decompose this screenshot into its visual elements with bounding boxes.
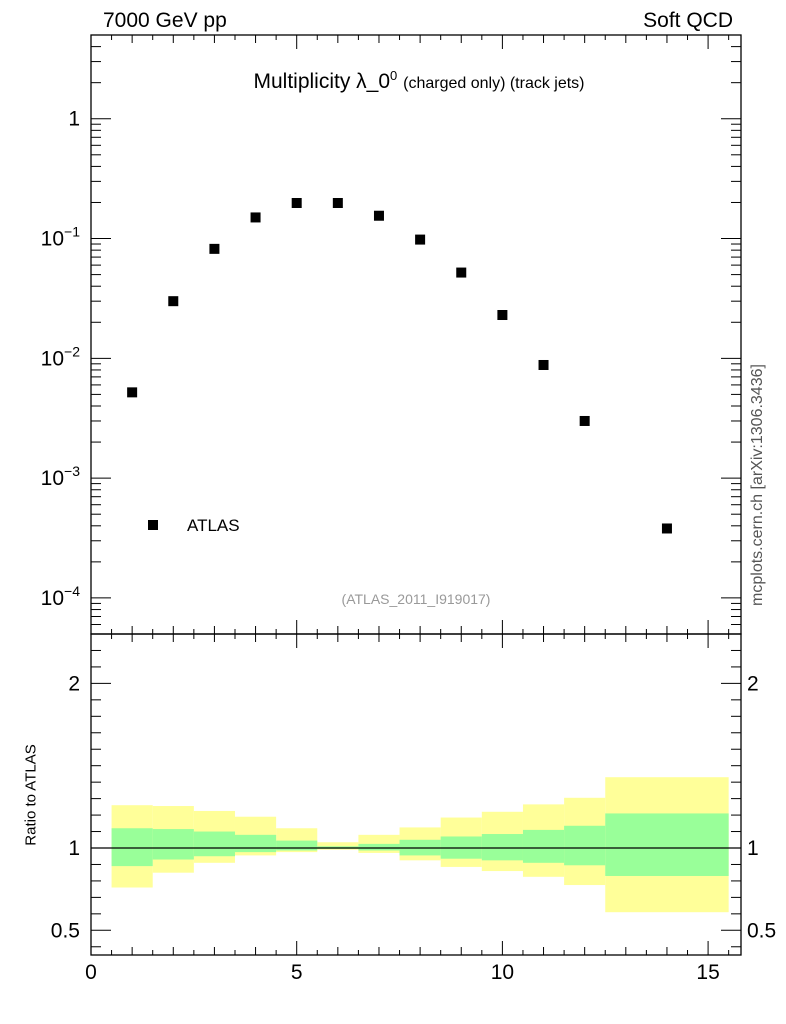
ratio-y-tick-label-right: 2: [747, 672, 759, 695]
data-point-atlas: [332, 197, 343, 208]
ratio-y-tick-label-left: 0.5: [51, 919, 80, 942]
main-y-tick-label: 10−3: [41, 463, 81, 490]
data-point-atlas: [250, 212, 261, 223]
x-tick-label: 15: [696, 961, 719, 984]
ratio-y-tick-label-left: 2: [68, 672, 80, 695]
data-point-atlas: [538, 359, 549, 370]
data-point-atlas: [415, 234, 426, 245]
main-y-tick-label: 10−2: [41, 343, 81, 370]
data-point-atlas: [579, 415, 590, 426]
data-point-atlas: [168, 296, 179, 307]
main-y-tick-label: 1: [68, 108, 80, 131]
ratio-band-stat-bin: [276, 840, 318, 851]
data-point-atlas: [497, 310, 508, 321]
main-y-tick-label: 10−4: [41, 583, 81, 610]
ratio-band-stat-bin: [481, 834, 523, 861]
main-plot-frame: [90, 34, 742, 635]
ratio-y-tick-label-right: 0.5: [747, 919, 776, 942]
ratio-plot-frame: [90, 633, 742, 956]
data-point-atlas: [127, 387, 138, 398]
title-superscript: 0: [390, 68, 398, 83]
ratio-band-stat-bin: [358, 843, 400, 851]
x-tick-label: 10: [491, 961, 514, 984]
title-main: Multiplicity λ_0: [253, 70, 391, 93]
data-point-atlas: [456, 267, 467, 278]
process-label: Soft QCD: [643, 9, 733, 32]
mcplots-watermark: mcplots.cern.ch [arXiv:1306.3436]: [749, 364, 766, 606]
main-y-tick-label: 10−1: [41, 224, 81, 251]
ratio-y-tick-label-left: 1: [68, 837, 80, 860]
ratio-band-stat-bin: [111, 828, 153, 867]
data-point-atlas: [291, 197, 302, 208]
energy-label: 7000 GeV pp: [103, 9, 227, 32]
ratio-band-total-bin: [317, 842, 359, 850]
data-point-atlas: [661, 523, 672, 534]
plot-title: Multiplicity λ_00 (charged only) (track …: [253, 68, 584, 94]
data-point-atlas: [209, 243, 220, 254]
x-tick-label: 5: [291, 961, 303, 984]
ratio-band-stat-bin: [605, 813, 729, 876]
data-point-atlas: [373, 210, 384, 221]
legend-label-atlas: ATLAS: [187, 516, 240, 535]
ratio-band-stat-bin: [193, 831, 235, 857]
analysis-id-label: (ATLAS_2011_I919017): [341, 591, 491, 607]
ratio-band-stat-bin: [234, 834, 277, 853]
ratio-y-axis-label: Ratio to ATLAS: [22, 744, 40, 846]
title-qualifier: (charged only) (track jets): [403, 75, 585, 92]
ratio-band-stat-bin: [152, 829, 194, 860]
ratio-band-stat-bin: [522, 829, 565, 863]
ratio-y-tick-label-right: 1: [747, 837, 759, 860]
ratio-band-stat-bin: [564, 825, 606, 866]
x-tick-label: 0: [85, 961, 97, 984]
legend-marker-atlas: [148, 520, 158, 530]
